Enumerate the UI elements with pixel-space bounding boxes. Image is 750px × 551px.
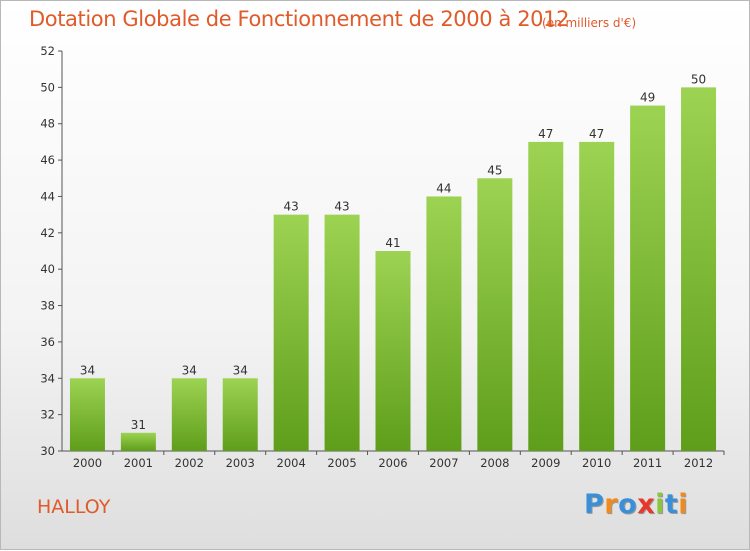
y-tick-label: 42 [40,226,55,240]
bar-2001 [120,432,156,451]
x-tick-label-2006: 2006 [378,456,407,470]
data-label-2004: 43 [284,200,299,214]
x-tick-label-2007: 2007 [429,456,458,470]
bar-2004 [273,214,309,451]
logo-letter: o [618,489,638,520]
data-label-2003: 34 [233,363,248,377]
x-tick-label-2005: 2005 [327,456,356,470]
bar-2006 [375,251,411,451]
x-tick-label-2000: 2000 [73,456,102,470]
y-tick-label: 50 [40,80,55,94]
x-tick-label-2011: 2011 [633,456,662,470]
y-tick-label: 44 [40,189,55,203]
logo-letter: i [678,489,689,520]
y-tick-label: 32 [40,408,55,422]
unit-note: (en milliers d'€) [542,16,637,30]
data-label-2010: 47 [589,127,604,141]
y-tick-label: 40 [40,262,55,276]
x-tick-label-2009: 2009 [531,456,560,470]
x-tick-label-2001: 2001 [124,456,153,470]
data-label-2011: 49 [640,91,655,105]
proxiti-logo: Proxiti [584,489,688,520]
bar-2011 [630,105,666,451]
data-label-2012: 50 [691,72,706,86]
y-tick-label: 48 [40,117,55,131]
bar-2002 [171,378,207,451]
y-tick-label: 38 [40,299,55,313]
x-tick-label-2012: 2012 [684,456,713,470]
y-tick-label: 46 [40,153,55,167]
y-tick-label: 30 [40,444,55,458]
data-label-2000: 34 [80,363,95,377]
x-tick-label-2004: 2004 [277,456,306,470]
data-label-2007: 44 [436,181,451,195]
commune-name: HALLOY [37,496,111,518]
bar-2008 [477,178,513,452]
logo-letter: x [637,489,656,520]
data-label-2001: 31 [131,418,146,432]
logo-letter: i [655,489,665,520]
y-tick-label: 52 [40,44,55,58]
y-tick-label: 34 [40,371,55,385]
bar-2010 [579,141,615,451]
x-tick-label-2003: 2003 [226,456,255,470]
data-label-2008: 45 [487,163,502,177]
bar-2007 [426,196,462,451]
data-label-2006: 41 [385,236,400,250]
logo-letter: t [664,489,679,520]
chart-title: Dotation Globale de Fonctionnement de 20… [29,7,570,31]
data-label-2009: 47 [538,127,553,141]
data-label-2002: 34 [182,363,197,377]
data-label-2005: 43 [334,200,349,214]
y-tick-label: 36 [40,335,55,349]
logo-letter: P [584,489,605,520]
bar-2012 [681,87,717,451]
bar-2000 [69,378,105,451]
bar-2005 [324,214,360,451]
bar-2009 [528,141,564,451]
x-tick-label-2002: 2002 [175,456,204,470]
x-tick-label-2008: 2008 [480,456,509,470]
logo-letter: r [604,489,619,520]
x-tick-label-2010: 2010 [582,456,611,470]
bar-2003 [222,378,258,451]
